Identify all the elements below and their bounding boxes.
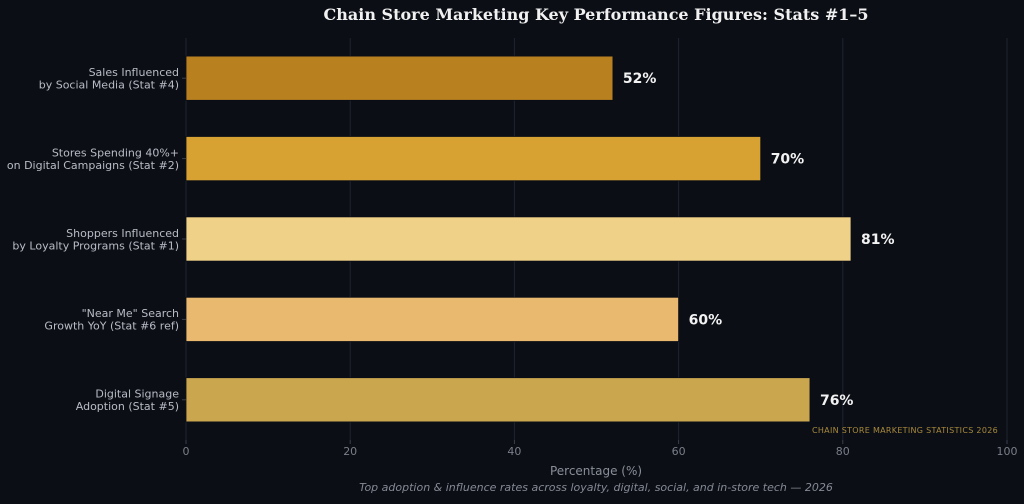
x-ticks: 0 20 40 60 80 100 <box>183 440 1018 458</box>
x-tick-label: 80 <box>836 445 850 458</box>
bar <box>185 377 811 423</box>
x-tick-label: 40 <box>507 445 521 458</box>
category-label: Adoption (Stat #5) <box>76 400 179 413</box>
bar-value-label: 70% <box>771 152 805 168</box>
chart-subtitle: Top adoption & influence rates across lo… <box>359 481 833 494</box>
category-label: "Near Me" Search <box>82 307 179 320</box>
bar <box>185 55 614 101</box>
bar-value-label: 52% <box>623 71 657 87</box>
category-label: Digital Signage <box>95 388 179 401</box>
chart-title: Chain Store Marketing Key Performance Fi… <box>324 5 869 24</box>
bars: 52% 70% 81% 60% 76% <box>185 55 895 423</box>
x-tick-label: 60 <box>672 445 686 458</box>
category-label: by Loyalty Programs (Stat #1) <box>12 239 179 252</box>
bar-value-label: 60% <box>689 312 723 328</box>
x-tick-label: 20 <box>343 445 357 458</box>
category-label: by Social Media (Stat #4) <box>39 78 179 91</box>
bar <box>185 136 762 182</box>
category-label: Sales Influenced <box>89 66 179 79</box>
bar <box>185 296 680 342</box>
category-label: Growth YoY (Stat #6 ref) <box>44 320 179 333</box>
x-tick-label: 0 <box>183 445 190 458</box>
category-label: Stores Spending 40%+ <box>52 146 179 159</box>
x-tick-label: 100 <box>997 445 1018 458</box>
category-label: on Digital Campaigns (Stat #2) <box>7 159 179 172</box>
watermark: CHAIN STORE MARKETING STATISTICS 2026 <box>812 426 998 435</box>
bar-value-label: 81% <box>861 232 895 248</box>
bar-value-label: 76% <box>820 393 854 409</box>
x-axis-title: Percentage (%) <box>550 464 642 478</box>
bar <box>185 216 852 262</box>
category-label: Shoppers Influenced <box>66 227 179 240</box>
